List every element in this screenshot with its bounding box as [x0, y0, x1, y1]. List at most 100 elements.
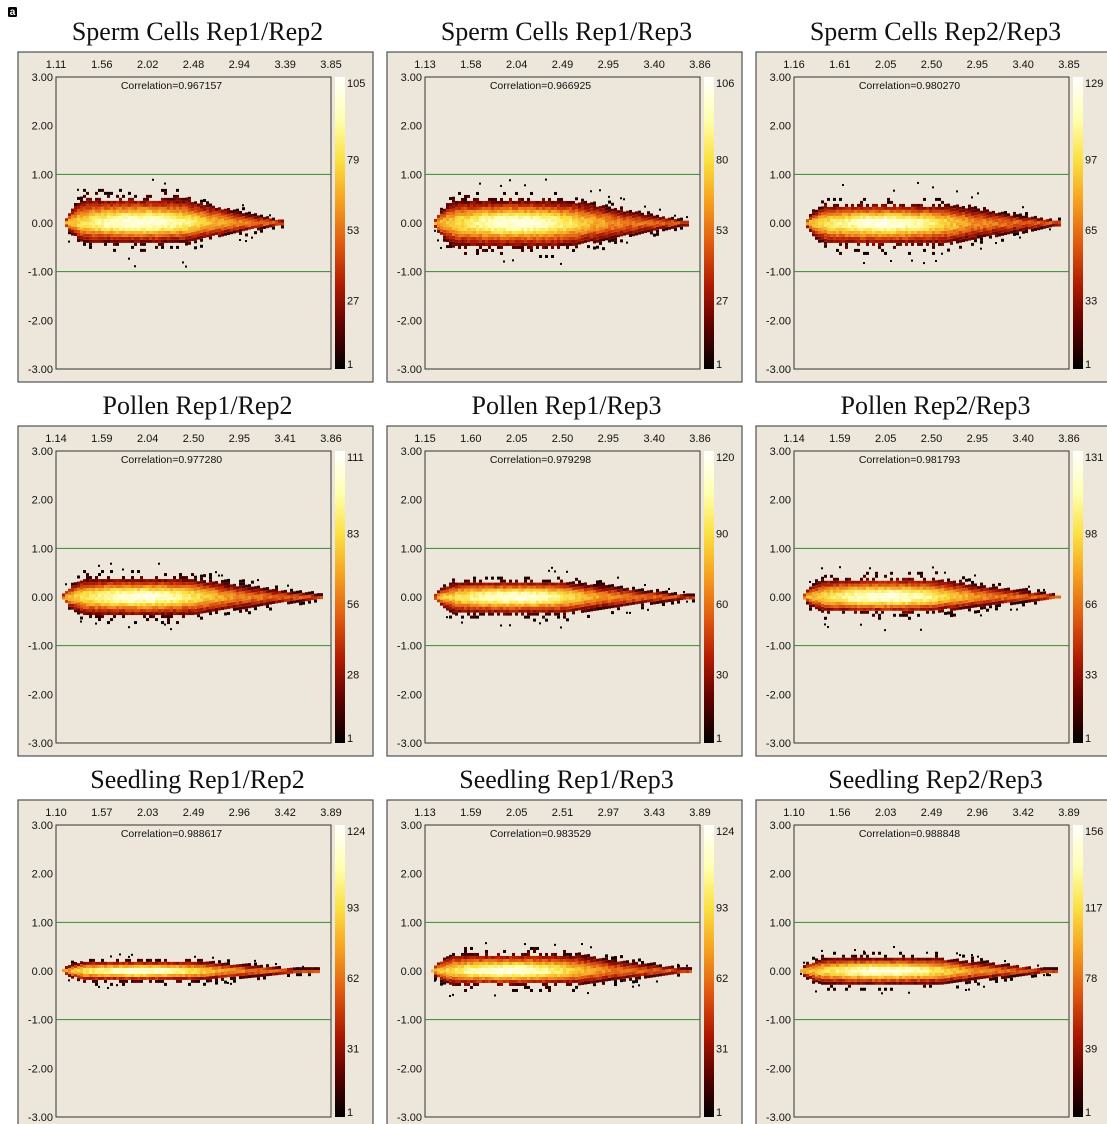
density-cell — [455, 221, 458, 225]
density-cell — [221, 224, 224, 228]
density-cell — [539, 588, 542, 592]
density-cell — [569, 200, 572, 204]
density-cell — [557, 594, 560, 598]
density-cell — [125, 203, 128, 207]
density-cell — [527, 215, 530, 219]
density-cell — [524, 212, 527, 216]
density-cell — [890, 206, 893, 210]
density-cell — [455, 594, 458, 598]
density-cell — [914, 203, 917, 207]
density-cell — [521, 230, 524, 234]
density-cell — [581, 204, 584, 208]
density-cell — [503, 224, 506, 228]
density-cell — [113, 212, 116, 216]
density-cell — [89, 236, 92, 240]
density-cell — [158, 212, 161, 216]
density-cell — [659, 223, 662, 227]
density-cell — [497, 221, 500, 225]
density-cell — [125, 206, 128, 210]
density-cell — [896, 212, 899, 216]
density-cell — [452, 229, 455, 233]
density-cell — [485, 606, 488, 610]
density-cell — [77, 220, 80, 224]
density-cell — [1007, 219, 1010, 223]
density-cell — [1004, 223, 1007, 227]
density-cell — [440, 587, 443, 591]
density-cell — [290, 597, 293, 601]
density-cell — [926, 209, 929, 213]
density-cell — [575, 233, 578, 237]
density-cell — [77, 593, 80, 597]
density-cell — [500, 203, 503, 207]
density-cell — [884, 203, 887, 207]
density-cell — [569, 227, 572, 231]
density-cell — [92, 606, 95, 610]
density-cell — [875, 610, 878, 614]
density-cell — [242, 222, 245, 226]
density-outlier — [65, 583, 67, 586]
density-cell — [866, 571, 869, 575]
density-cell — [452, 596, 455, 600]
density-cell — [647, 223, 650, 227]
density-cell — [71, 214, 74, 218]
density-cell — [446, 215, 449, 219]
density-cell — [452, 220, 455, 224]
density-cell — [986, 209, 989, 213]
density-cell — [662, 596, 665, 600]
density-cell — [488, 612, 491, 616]
density-cell — [173, 197, 176, 201]
density-cell — [137, 594, 140, 598]
density-cell — [257, 585, 260, 589]
density-cell — [818, 236, 821, 240]
density-cell — [89, 603, 92, 607]
density-cell — [89, 609, 92, 613]
density-cell — [164, 582, 167, 586]
density-cell — [86, 233, 89, 237]
density-cell — [524, 615, 527, 619]
density-cell — [62, 593, 65, 597]
density-cell — [149, 588, 152, 592]
density-cell — [956, 231, 959, 235]
density-cell — [530, 206, 533, 210]
density-cell — [473, 603, 476, 607]
density-cell — [197, 203, 200, 207]
density-cell — [116, 242, 119, 246]
density-cell — [230, 228, 233, 232]
density-cell — [497, 594, 500, 598]
density-cell — [917, 212, 920, 216]
density-cell — [554, 203, 557, 207]
density-cell — [161, 239, 164, 243]
density-cell — [644, 218, 647, 222]
density-cell — [557, 597, 560, 601]
density-cell — [293, 591, 296, 595]
density-cell — [851, 233, 854, 237]
density-cell — [608, 230, 611, 234]
density-cell — [875, 221, 878, 225]
density-cell — [74, 221, 77, 225]
density-cell — [563, 239, 566, 243]
density-cell — [587, 215, 590, 219]
density-cell — [533, 618, 536, 622]
density-cell — [155, 594, 158, 598]
density-cell — [506, 206, 509, 210]
density-cell — [248, 593, 251, 597]
density-cell — [668, 226, 671, 230]
density-cell — [911, 209, 914, 213]
density-cell — [449, 197, 452, 201]
density-cell — [86, 230, 89, 234]
density-cell — [590, 238, 593, 242]
density-cell — [443, 599, 446, 603]
density-cell — [86, 191, 89, 195]
density-cell — [521, 582, 524, 586]
density-cell — [101, 570, 104, 574]
density-cell — [194, 246, 197, 250]
density-cell — [461, 227, 464, 231]
density-cell — [182, 209, 185, 213]
density-cell — [806, 592, 809, 596]
density-cell — [920, 239, 923, 243]
density-cell — [176, 218, 179, 222]
density-cell — [683, 223, 686, 227]
density-cell — [470, 230, 473, 234]
density-cell — [110, 579, 113, 583]
density-cell — [866, 595, 869, 599]
